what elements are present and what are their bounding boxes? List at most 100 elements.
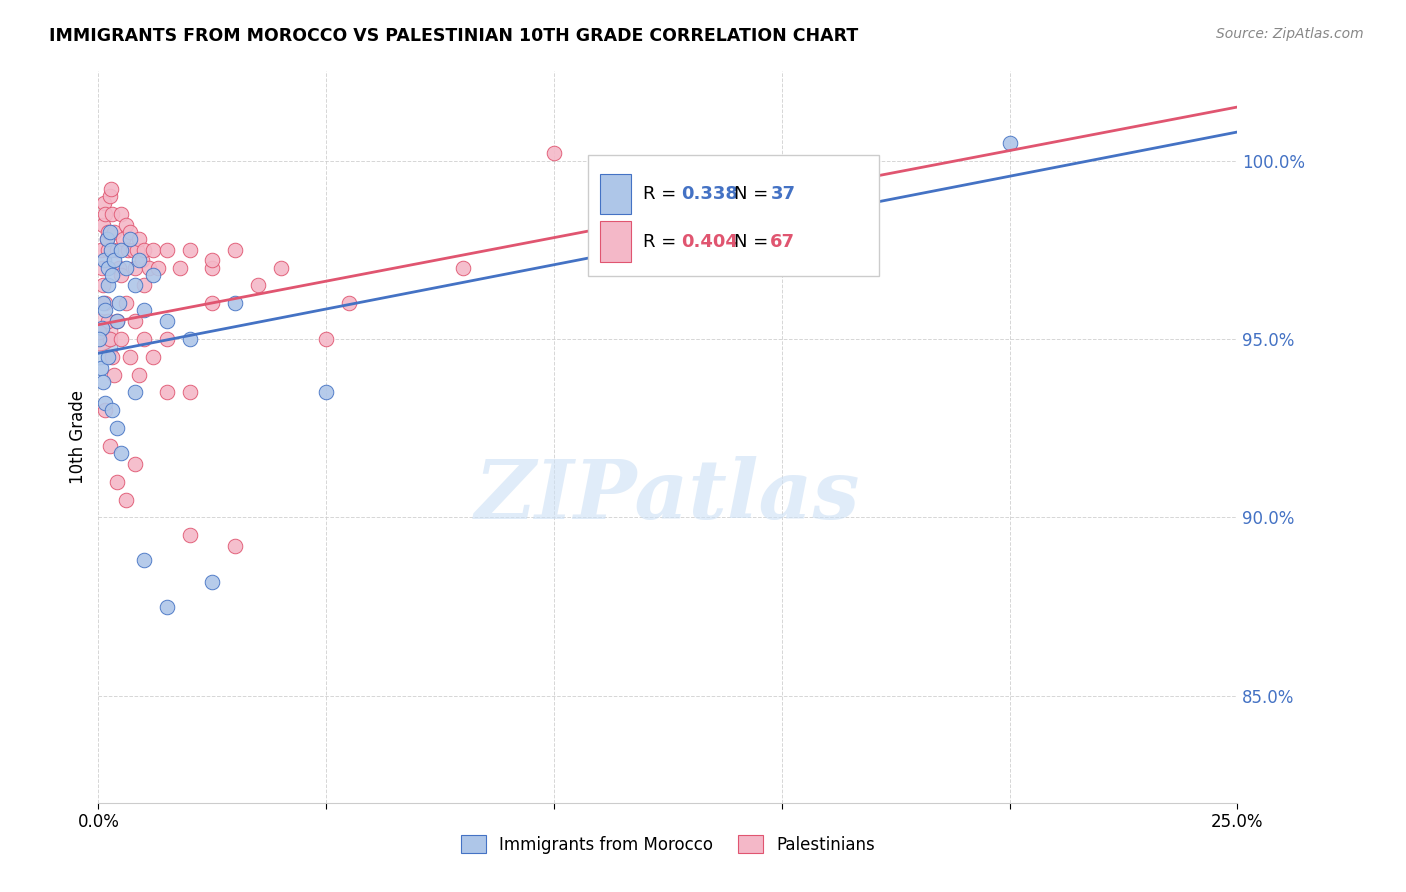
- Point: [97, 243, 120, 257]
- Point: [94, 207, 117, 221]
- Text: 0.338: 0.338: [682, 186, 738, 203]
- Point: [224, 296, 246, 310]
- Point: [179, 385, 201, 400]
- Point: [91, 375, 114, 389]
- Point: [201, 253, 224, 268]
- Point: [120, 232, 142, 246]
- Point: [543, 146, 565, 161]
- Point: [105, 314, 128, 328]
- Point: [270, 260, 292, 275]
- Point: [114, 260, 136, 275]
- Point: [105, 314, 128, 328]
- Point: [142, 243, 165, 257]
- Text: N =: N =: [734, 233, 773, 251]
- Text: 37: 37: [770, 186, 796, 203]
- Point: [94, 396, 117, 410]
- Point: [110, 268, 132, 282]
- Point: [103, 253, 125, 268]
- Point: [120, 350, 142, 364]
- FancyBboxPatch shape: [599, 174, 631, 214]
- Point: [224, 539, 246, 553]
- Point: [108, 260, 131, 275]
- Point: [100, 243, 122, 257]
- Text: 67: 67: [770, 233, 796, 251]
- Point: [121, 243, 143, 257]
- Point: [179, 528, 201, 542]
- Legend: Immigrants from Morocco, Palestinians: Immigrants from Morocco, Palestinians: [454, 829, 882, 860]
- Point: [101, 403, 124, 417]
- Point: [101, 350, 124, 364]
- Point: [110, 446, 132, 460]
- FancyBboxPatch shape: [588, 155, 879, 277]
- Point: [998, 136, 1021, 150]
- Text: N =: N =: [734, 186, 773, 203]
- Point: [89, 332, 111, 346]
- Point: [94, 403, 117, 417]
- Point: [96, 225, 118, 239]
- FancyBboxPatch shape: [599, 221, 631, 261]
- Point: [93, 196, 115, 211]
- Point: [101, 207, 124, 221]
- Text: 0.404: 0.404: [682, 233, 738, 251]
- Point: [114, 492, 136, 507]
- Point: [124, 457, 146, 471]
- Point: [224, 243, 246, 257]
- Point: [108, 296, 131, 310]
- Point: [451, 260, 474, 275]
- Point: [98, 189, 121, 203]
- Point: [120, 225, 142, 239]
- Point: [128, 368, 150, 382]
- Point: [91, 260, 114, 275]
- Point: [98, 332, 121, 346]
- Point: [114, 218, 136, 232]
- Point: [315, 332, 337, 346]
- Point: [770, 171, 793, 186]
- Point: [201, 260, 224, 275]
- Point: [110, 332, 132, 346]
- Point: [98, 225, 121, 239]
- Point: [96, 314, 118, 328]
- Point: [128, 232, 150, 246]
- Text: ZIPatlas: ZIPatlas: [475, 456, 860, 535]
- Point: [156, 243, 179, 257]
- Point: [89, 325, 111, 339]
- Point: [124, 385, 146, 400]
- Point: [96, 232, 118, 246]
- Point: [117, 243, 139, 257]
- Point: [96, 232, 118, 246]
- Point: [132, 553, 155, 567]
- Point: [132, 243, 155, 257]
- Text: R =: R =: [643, 186, 682, 203]
- Y-axis label: 10th Grade: 10th Grade: [69, 390, 87, 484]
- Point: [96, 260, 118, 275]
- Point: [156, 599, 179, 614]
- Point: [103, 225, 125, 239]
- Point: [105, 475, 128, 489]
- Point: [93, 253, 115, 268]
- Point: [124, 260, 146, 275]
- Point: [105, 243, 128, 257]
- Point: [337, 296, 360, 310]
- Point: [142, 268, 165, 282]
- Point: [142, 350, 165, 364]
- Point: [90, 360, 112, 375]
- Point: [138, 260, 160, 275]
- Point: [132, 332, 155, 346]
- Point: [110, 207, 132, 221]
- Point: [90, 243, 112, 257]
- Point: [91, 218, 114, 232]
- Point: [103, 368, 125, 382]
- Point: [128, 253, 150, 268]
- Point: [91, 321, 114, 335]
- Point: [100, 182, 122, 196]
- Point: [96, 350, 118, 364]
- Point: [91, 278, 114, 293]
- Point: [89, 339, 111, 353]
- Point: [156, 314, 179, 328]
- Point: [156, 385, 179, 400]
- Point: [201, 574, 224, 589]
- Point: [315, 385, 337, 400]
- Point: [91, 296, 114, 310]
- Text: Source: ZipAtlas.com: Source: ZipAtlas.com: [1216, 27, 1364, 41]
- Text: R =: R =: [643, 233, 682, 251]
